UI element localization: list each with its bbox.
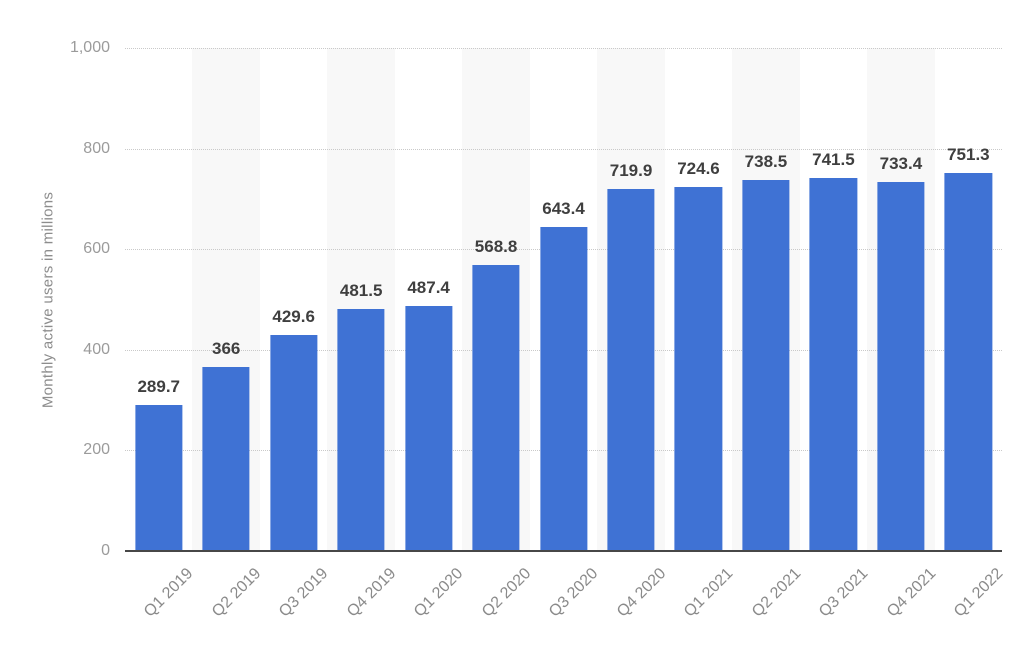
x-axis-tick-label: Q3 2021 bbox=[816, 565, 872, 621]
plot-area: 289.7 Q1 2019 366 Q2 2019 429.6 Q3 2019 481.5 Q… bbox=[70, 39, 1006, 620]
chart-column: 724.6 Q1 2021 bbox=[665, 48, 737, 620]
chart-column: 568.8 Q2 2020 bbox=[462, 48, 534, 620]
y-axis-tick-label: 600 bbox=[83, 240, 110, 258]
bar bbox=[270, 334, 318, 551]
bar bbox=[135, 405, 183, 551]
bar-value-label: 289.7 bbox=[137, 377, 181, 397]
y-axis-tick-label: 1,000 bbox=[69, 39, 110, 56]
bar bbox=[877, 182, 925, 551]
x-axis-tick-label: Q1 2021 bbox=[681, 565, 737, 621]
bar-value-label: 719.9 bbox=[609, 160, 653, 180]
bar-value-label: 741.5 bbox=[812, 150, 855, 170]
bar-value-label: 429.6 bbox=[272, 306, 315, 326]
x-axis-tick-label: Q1 2022 bbox=[950, 565, 1007, 621]
bar-value-label: 643.4 bbox=[542, 199, 585, 219]
y-axis-tick-label: 400 bbox=[83, 340, 110, 358]
x-axis-tick-label: Q4 2019 bbox=[343, 565, 400, 621]
x-axis-tick-label: Q2 2021 bbox=[748, 565, 804, 621]
bar-value-label: 751.3 bbox=[947, 145, 990, 165]
chart-column: 289.7 Q1 2019 bbox=[125, 48, 197, 620]
columns-layer: 289.7 Q1 2019 366 Q2 2019 429.6 Q3 2019 481.5 Q… bbox=[125, 48, 1006, 620]
bar-value-label: 724.6 bbox=[677, 158, 720, 178]
chart-column: 487.4 Q1 2020 bbox=[395, 48, 467, 620]
y-axis-tick-label: 200 bbox=[83, 441, 110, 459]
chart-column: 481.5 Q4 2019 bbox=[327, 48, 399, 620]
bar bbox=[337, 308, 385, 551]
chart-column: 741.5 Q3 2021 bbox=[800, 48, 871, 620]
chart-column: 643.4 Q3 2020 bbox=[530, 48, 602, 620]
x-axis-tick-label: Q4 2020 bbox=[613, 565, 670, 621]
bar bbox=[405, 305, 453, 551]
x-axis-tick-label: Q2 2020 bbox=[478, 565, 535, 621]
y-axis-tick-label: 0 bbox=[101, 542, 110, 559]
bar bbox=[202, 366, 250, 551]
x-axis-tick-label: Q1 2020 bbox=[411, 565, 467, 621]
chart-column: 366 Q2 2019 bbox=[192, 48, 264, 620]
x-axis-tick-label: Q3 2020 bbox=[546, 565, 602, 621]
bar-value-label: 481.5 bbox=[339, 280, 383, 300]
bar-value-label: 487.4 bbox=[407, 277, 450, 297]
bar bbox=[472, 264, 520, 551]
x-axis-tick-label: Q2 2019 bbox=[208, 565, 265, 621]
bar bbox=[674, 186, 723, 551]
y-axis-tick-label: 800 bbox=[83, 139, 110, 157]
bar-value-label: 738.5 bbox=[744, 151, 788, 171]
y-axis-title: Monthly active users in millions bbox=[39, 191, 57, 409]
bar bbox=[607, 188, 655, 551]
chart-column: 751.3 Q1 2022 bbox=[935, 48, 1006, 620]
x-axis-tick-label: Q4 2021 bbox=[883, 565, 939, 621]
bar bbox=[539, 227, 588, 551]
chart-column: 719.9 Q4 2020 bbox=[597, 48, 669, 620]
x-axis-line bbox=[125, 550, 1002, 552]
bar-value-label: 568.8 bbox=[474, 236, 518, 256]
x-axis-tick-label: Q1 2019 bbox=[141, 565, 197, 621]
bar-value-label: 366 bbox=[212, 338, 241, 358]
chart-column: 733.4 Q4 2021 bbox=[867, 48, 939, 620]
bar bbox=[809, 178, 858, 551]
chart-column: 429.6 Q3 2019 bbox=[260, 48, 332, 620]
x-axis-tick-label: Q3 2019 bbox=[276, 565, 332, 621]
bar bbox=[742, 179, 790, 551]
bar-value-label: 733.4 bbox=[879, 154, 923, 174]
bar bbox=[944, 173, 992, 551]
chart-column: 738.5 Q2 2021 bbox=[732, 48, 804, 620]
